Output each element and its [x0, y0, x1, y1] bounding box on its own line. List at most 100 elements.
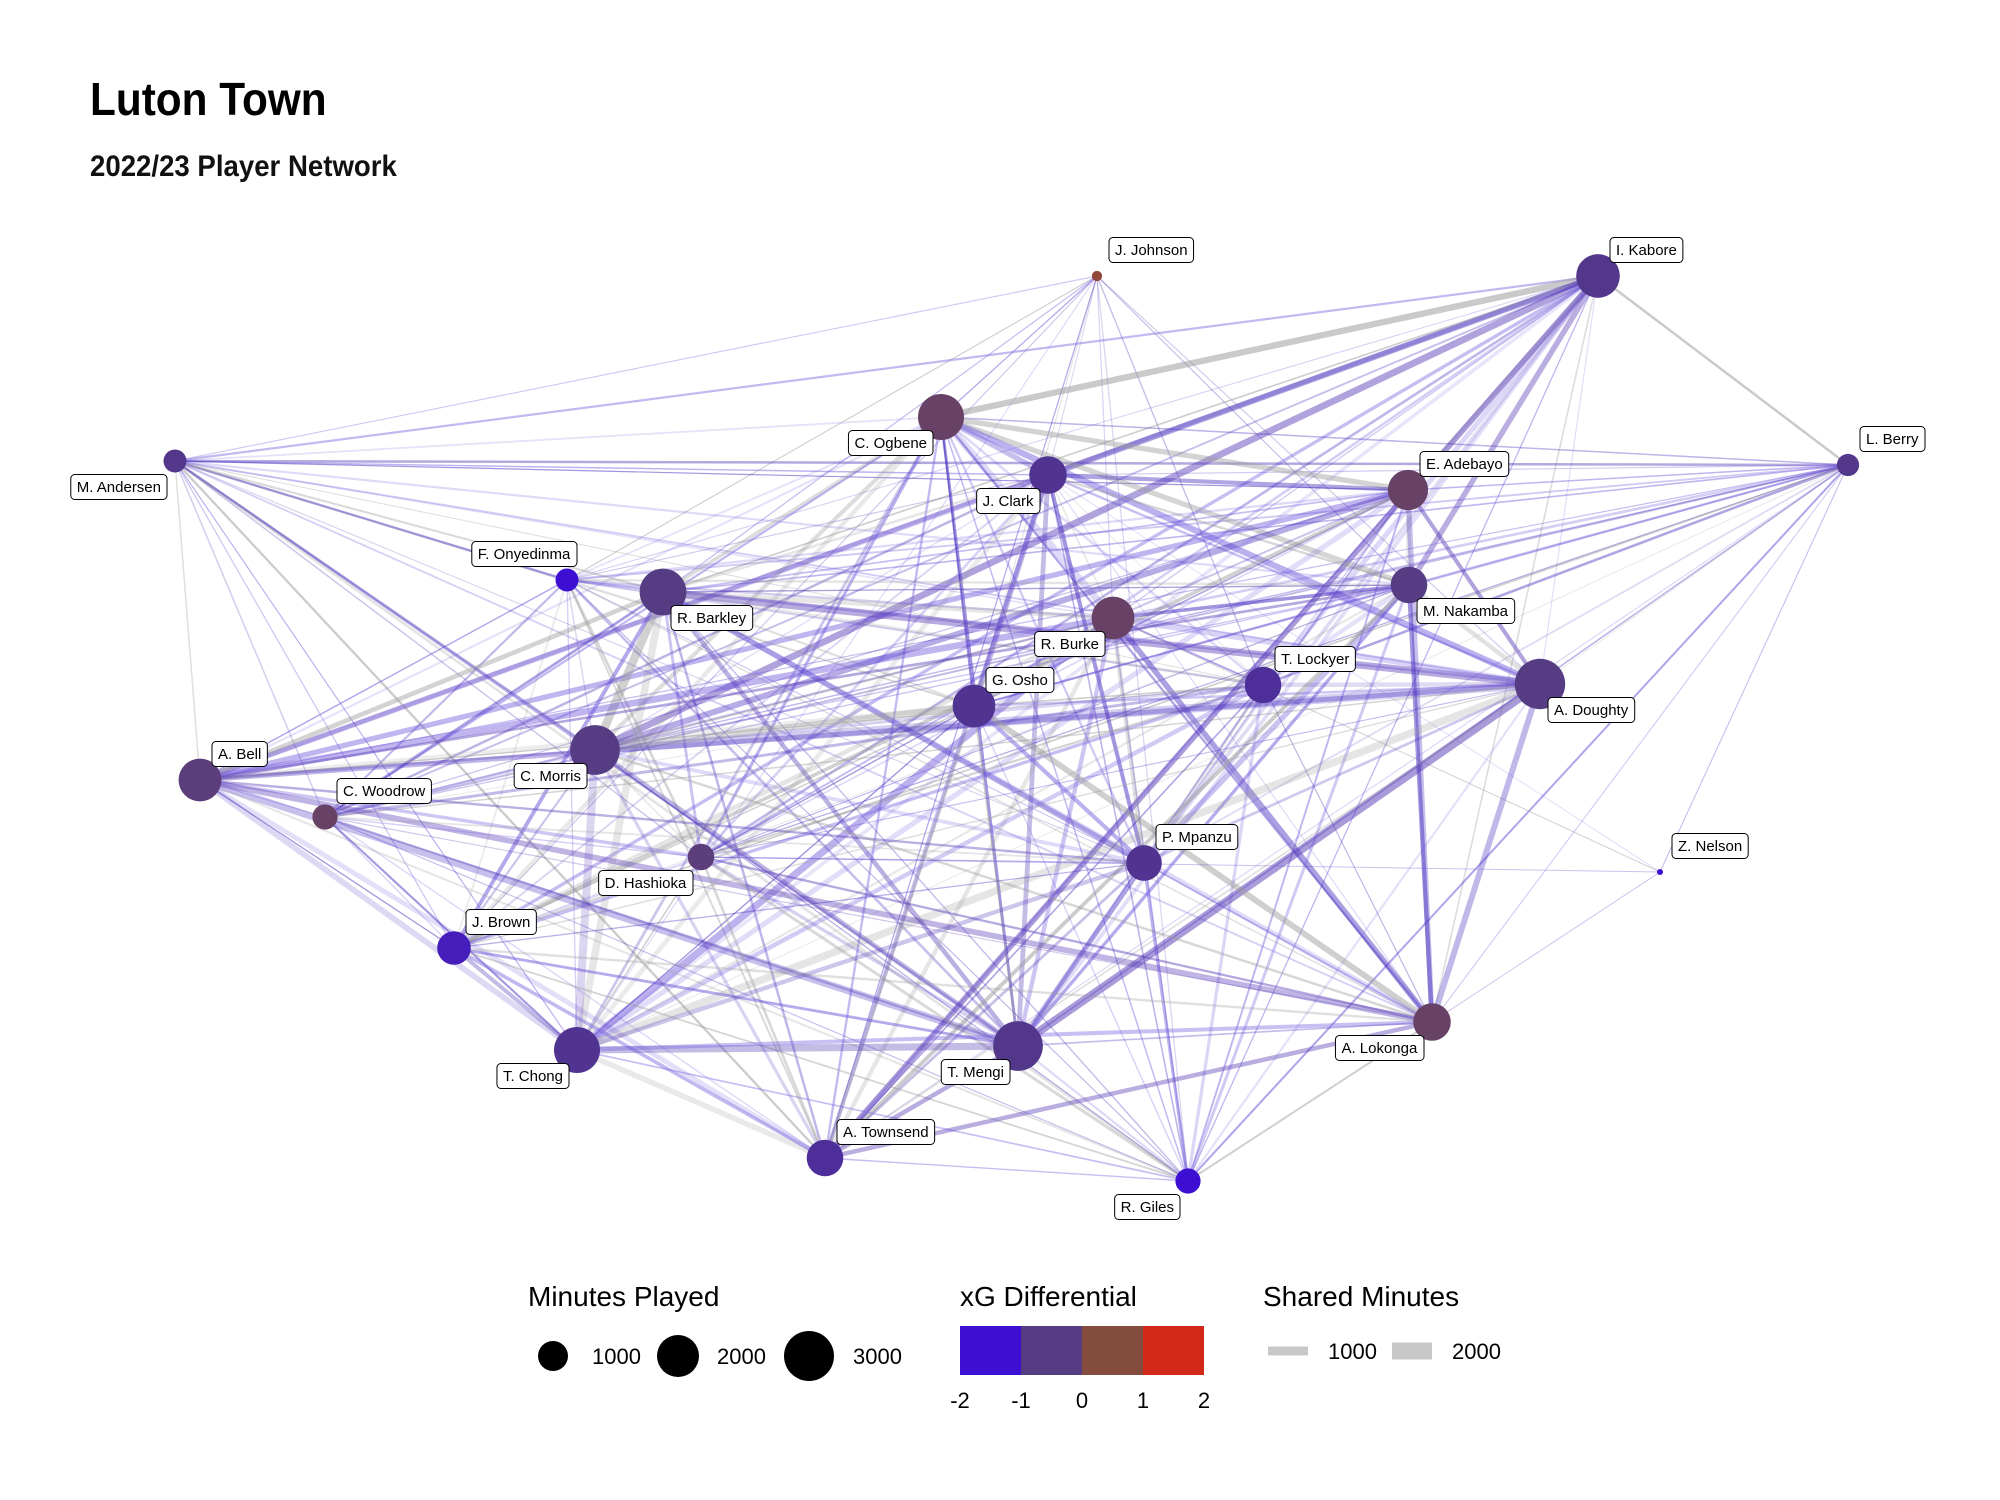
network-edge: [575, 1047, 827, 1161]
player-label-box: [1416, 598, 1516, 624]
network-edge: [199, 779, 1189, 1182]
network-edge: [823, 705, 976, 1159]
network-edge: [823, 416, 943, 1159]
network-edge: [174, 460, 1049, 476]
network-edge: [324, 705, 975, 818]
player-node-c-ogbene: [918, 394, 964, 440]
player-node-g-osho: [952, 684, 996, 728]
network-edge: [174, 460, 826, 1159]
player-label-box: [1108, 237, 1195, 263]
network-edge: [1096, 275, 1114, 619]
network-edge: [973, 705, 1019, 1047]
network-edge: [1017, 1045, 1189, 1182]
network-edge: [199, 583, 1410, 782]
network-edge: [324, 616, 1114, 819]
network-edge: [824, 489, 1409, 1159]
player-node-j-clark: [1029, 456, 1067, 494]
network-edge: [1047, 474, 1264, 686]
legend-shared-1000-label: 1000: [1328, 1339, 1377, 1364]
network-edge: [940, 415, 1264, 687]
legend-minutes-title: Minutes Played: [528, 1281, 719, 1312]
network-edge: [576, 860, 1145, 1053]
network-edge: [199, 778, 702, 859]
network-edge: [662, 584, 1410, 593]
network-edge: [566, 579, 1433, 1023]
network-edge: [594, 487, 1409, 753]
network-edge: [1112, 617, 1661, 873]
network-edge: [566, 474, 1049, 581]
network-edge: [199, 589, 664, 783]
player-label-box: [465, 909, 537, 935]
player-node-r-burke: [1091, 596, 1135, 640]
player-label-t-chong: T. Chong: [496, 1063, 570, 1089]
player-node-l-berry: [1836, 453, 1860, 477]
network-edge: [324, 816, 826, 1159]
network-edge: [1112, 583, 1410, 620]
legend-minutes-2000-circle: [657, 1335, 699, 1377]
network-edge: [699, 416, 943, 858]
player-label-t-mengi: T. Mengi: [940, 1059, 1011, 1085]
network-edge: [453, 275, 1098, 949]
network-edge: [199, 614, 1114, 784]
network-edge: [199, 472, 1049, 783]
network-edge: [174, 460, 326, 818]
player-node-d-hashioka: [687, 843, 715, 871]
network-edge: [1597, 275, 1849, 466]
network-edge: [939, 416, 1020, 1047]
player-node-a-bell: [178, 758, 222, 802]
network-edge: [566, 579, 1019, 1047]
player-label-box: [1547, 697, 1636, 723]
player-label-text: A. Townsend: [843, 1124, 929, 1141]
network-edge: [453, 946, 826, 1160]
player-node-c-morris: [570, 725, 620, 775]
network-edge: [1431, 464, 1849, 1023]
network-edge: [324, 489, 1409, 818]
player-label-box: [985, 667, 1055, 693]
player-label-box: [1114, 1194, 1181, 1220]
legend-xg-swatch-3: [1082, 1326, 1143, 1375]
network-edge: [940, 414, 1410, 588]
network-edge: [1047, 474, 1661, 873]
network-edge: [940, 414, 1409, 493]
network-edge: [973, 684, 1264, 707]
network-edge: [324, 748, 596, 819]
network-edge: [594, 474, 1049, 751]
network-edge: [662, 275, 1599, 593]
player-node-m-andersen: [163, 449, 187, 473]
player-label-j-johnson: J. Johnson: [1108, 237, 1195, 263]
legend-shared-2000-label: 2000: [1452, 1339, 1501, 1364]
legend: Minutes Played 1000 2000 3000 xG Differe…: [528, 1281, 1501, 1413]
player-node-a-lokonga: [1413, 1003, 1451, 1041]
network-edge: [822, 274, 1601, 1160]
network-edge: [700, 856, 1661, 873]
network-edge: [1017, 1021, 1433, 1047]
network-edge: [1262, 463, 1849, 687]
network-edge: [324, 816, 455, 949]
network-edge: [324, 816, 702, 858]
player-label-a-doughty: A. Doughty: [1547, 697, 1636, 723]
player-label-box: [1671, 833, 1749, 859]
network-edge: [699, 474, 1050, 858]
player-node-a-doughty: [1514, 658, 1566, 710]
player-label-t-lockyer: T. Lockyer: [1274, 646, 1356, 672]
network-edge: [1187, 464, 1849, 1182]
network-edge: [662, 489, 1409, 593]
player-label-j-clark: J. Clark: [976, 488, 1041, 514]
network-edge: [661, 591, 827, 1159]
player-label-box: [70, 474, 168, 500]
network-edge: [566, 579, 596, 751]
network-edge: [1112, 489, 1409, 619]
network-edge: [453, 274, 1599, 950]
network-edge: [662, 464, 1849, 593]
network-edge: [453, 705, 975, 949]
player-label-text: A. Bell: [218, 746, 261, 763]
player-label-text: J. Brown: [472, 914, 530, 931]
player-label-c-morris: C. Morris: [513, 763, 588, 789]
player-label-text: M. Nakamba: [1423, 603, 1509, 620]
network-edge: [174, 460, 1409, 491]
player-label-box: [1609, 237, 1684, 263]
legend-minutes-2000-label: 2000: [717, 1344, 766, 1369]
network-edge: [1262, 681, 1541, 688]
player-node-t-mengi: [993, 1021, 1043, 1071]
network-edge: [453, 946, 1019, 1048]
